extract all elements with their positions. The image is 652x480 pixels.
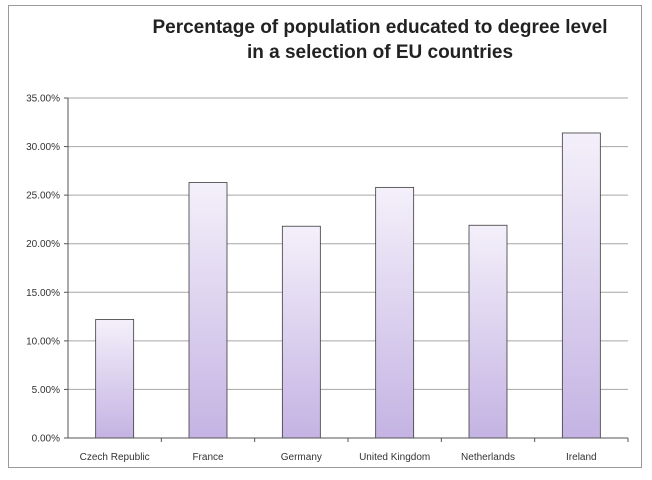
y-tick-label: 0.00% [32, 434, 60, 445]
y-tick-label: 35.00% [26, 94, 60, 105]
y-tick-label: 5.00% [32, 385, 60, 396]
gridlines [68, 97, 628, 390]
y-tick-label: 25.00% [26, 191, 60, 202]
y-tick-label: 20.00% [26, 239, 60, 250]
bar-ireland [561, 132, 601, 439]
chart-title: Percentage of population educated to deg… [120, 15, 640, 65]
bar-netherlands [468, 224, 508, 439]
bar-czech-republic [95, 319, 135, 439]
x-category-label: Germany [281, 452, 322, 463]
y-tick-label: 15.00% [26, 288, 60, 299]
y-axis-tick-labels: 0.00% 5.00% 10.00% 15.00% 20.00% 25.00% 30.00%… [26, 94, 68, 445]
chart-title-line-2: in a selection of EU countries [246, 42, 514, 63]
x-category-label: France [192, 452, 224, 463]
x-category-label: United Kingdom [359, 452, 430, 463]
chart-title-line-1: Percentage of population educated to deg… [152, 17, 608, 38]
y-tick-label: 10.00% [26, 336, 60, 347]
x-category-label: Czech Republic [80, 452, 150, 463]
bars [95, 132, 601, 439]
axes [67, 98, 628, 439]
x-category-label: Ireland [566, 452, 597, 463]
bar-france [188, 182, 228, 439]
x-category-label: Netherlands [461, 452, 515, 463]
bar-germany [281, 225, 321, 439]
bar-united-kingdom [375, 186, 415, 439]
y-tick-label: 30.00% [26, 142, 60, 153]
x-axis-category-labels: Czech Republic France Germany United Kingdo… [80, 438, 629, 463]
